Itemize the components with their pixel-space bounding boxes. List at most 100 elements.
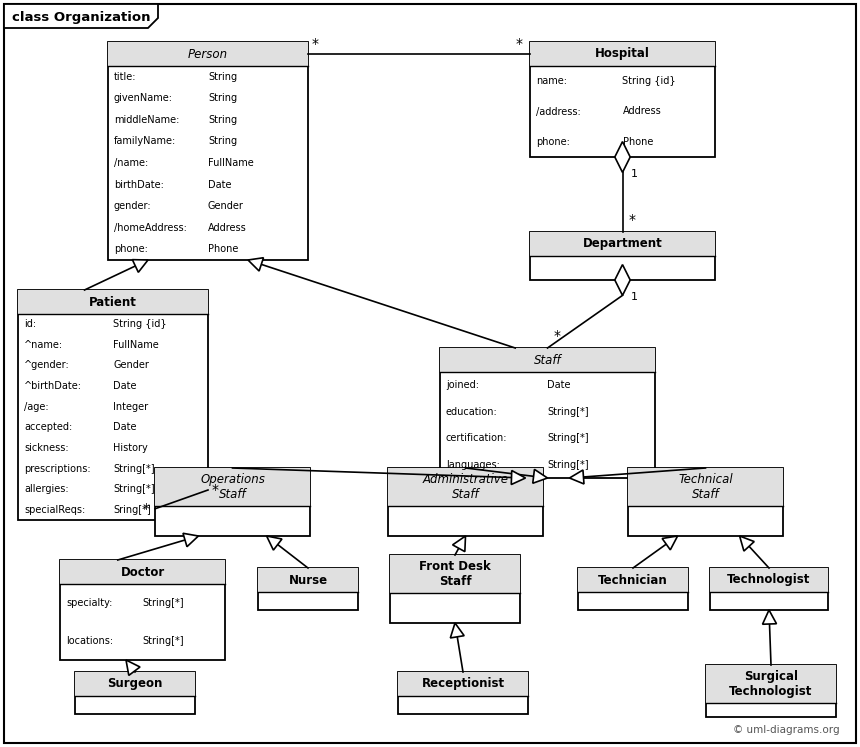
- Text: certification:: certification:: [446, 433, 507, 443]
- Polygon shape: [183, 533, 199, 547]
- Text: String: String: [208, 72, 237, 81]
- Bar: [60, 560, 225, 584]
- Text: phone:: phone:: [536, 137, 570, 147]
- Text: familyName:: familyName:: [114, 137, 176, 146]
- Text: Address: Address: [208, 223, 247, 232]
- Bar: [258, 568, 358, 592]
- Text: Date: Date: [113, 422, 137, 433]
- Text: String[*]: String[*]: [548, 459, 589, 470]
- Text: class Organization: class Organization: [12, 11, 150, 25]
- Text: Surgeon: Surgeon: [108, 678, 163, 690]
- Text: String: String: [208, 137, 237, 146]
- Text: Integer: Integer: [113, 402, 148, 412]
- Text: birthDate:: birthDate:: [114, 179, 164, 190]
- Text: Staff: Staff: [534, 353, 562, 367]
- Polygon shape: [248, 258, 263, 271]
- Text: joined:: joined:: [446, 380, 479, 390]
- Text: Date: Date: [548, 380, 571, 390]
- Bar: [388, 468, 543, 536]
- Bar: [530, 42, 715, 66]
- Polygon shape: [4, 4, 158, 28]
- Polygon shape: [763, 610, 777, 624]
- Text: String[*]: String[*]: [143, 598, 184, 608]
- Bar: [155, 468, 310, 506]
- Text: Hospital: Hospital: [595, 48, 650, 61]
- Text: /homeAddress:: /homeAddress:: [114, 223, 187, 232]
- Bar: [390, 555, 520, 623]
- Text: /age:: /age:: [24, 402, 49, 412]
- Text: String: String: [208, 93, 237, 103]
- Text: name:: name:: [536, 76, 567, 86]
- Text: allergies:: allergies:: [24, 484, 69, 494]
- Polygon shape: [740, 536, 754, 551]
- Text: 1: 1: [630, 169, 637, 179]
- Text: String[*]: String[*]: [113, 463, 155, 474]
- Text: title:: title:: [114, 72, 137, 81]
- Text: String[*]: String[*]: [548, 407, 589, 417]
- Polygon shape: [569, 470, 584, 484]
- Text: prescriptions:: prescriptions:: [24, 463, 90, 474]
- Bar: [530, 232, 715, 256]
- Text: Sring[*]: Sring[*]: [113, 505, 150, 515]
- Text: *: *: [516, 37, 523, 51]
- Text: 1: 1: [630, 292, 637, 302]
- Text: /name:: /name:: [114, 158, 148, 168]
- Text: String[*]: String[*]: [113, 484, 155, 494]
- Text: String[*]: String[*]: [143, 636, 184, 646]
- Bar: [388, 468, 543, 506]
- Bar: [578, 568, 688, 610]
- Bar: [75, 672, 195, 696]
- Bar: [75, 672, 195, 714]
- Bar: [60, 560, 225, 660]
- Text: education:: education:: [446, 407, 498, 417]
- Bar: [530, 232, 715, 280]
- Text: Department: Department: [582, 238, 662, 250]
- Text: specialty:: specialty:: [66, 598, 113, 608]
- Text: FullName: FullName: [208, 158, 254, 168]
- Text: FullName: FullName: [113, 340, 159, 350]
- Text: ^name:: ^name:: [24, 340, 63, 350]
- Text: String {id}: String {id}: [113, 319, 167, 329]
- Bar: [258, 568, 358, 610]
- Polygon shape: [615, 264, 630, 295]
- Text: Operations
Staff: Operations Staff: [200, 473, 265, 501]
- Text: *: *: [629, 213, 636, 227]
- Text: Surgical
Technologist: Surgical Technologist: [729, 670, 813, 698]
- Text: accepted:: accepted:: [24, 422, 72, 433]
- Text: Nurse: Nurse: [288, 574, 328, 586]
- Polygon shape: [132, 260, 148, 273]
- Text: *: *: [212, 483, 219, 497]
- Text: *: *: [554, 329, 561, 343]
- Bar: [530, 42, 715, 157]
- Bar: [390, 555, 520, 593]
- Text: middleName:: middleName:: [114, 115, 180, 125]
- Polygon shape: [452, 536, 465, 551]
- Text: ^gender:: ^gender:: [24, 361, 70, 371]
- Text: History: History: [113, 443, 148, 453]
- Text: © uml-diagrams.org: © uml-diagrams.org: [734, 725, 840, 735]
- Text: *: *: [312, 37, 319, 51]
- Bar: [628, 468, 783, 506]
- Text: Administrative
Staff: Administrative Staff: [422, 473, 508, 501]
- Text: Receptionist: Receptionist: [421, 678, 505, 690]
- Text: Phone: Phone: [623, 137, 653, 147]
- Bar: [18, 290, 208, 520]
- Text: givenName:: givenName:: [114, 93, 173, 103]
- Bar: [628, 468, 783, 536]
- Text: Date: Date: [208, 179, 231, 190]
- Text: Patient: Patient: [89, 296, 137, 309]
- Bar: [706, 665, 836, 703]
- Text: String: String: [208, 115, 237, 125]
- Text: Person: Person: [188, 48, 228, 61]
- Text: locations:: locations:: [66, 636, 114, 646]
- Text: *: *: [143, 502, 150, 515]
- Bar: [108, 42, 308, 66]
- Bar: [155, 468, 310, 536]
- Bar: [578, 568, 688, 592]
- Text: Front Desk
Staff: Front Desk Staff: [419, 560, 491, 588]
- Polygon shape: [532, 469, 548, 483]
- Polygon shape: [615, 142, 630, 173]
- Bar: [706, 665, 836, 717]
- Text: Gender: Gender: [208, 201, 244, 211]
- Bar: [440, 348, 655, 478]
